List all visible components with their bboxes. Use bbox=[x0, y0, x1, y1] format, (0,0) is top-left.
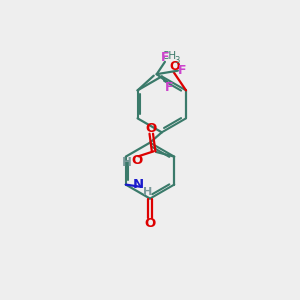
Text: O: O bbox=[146, 122, 157, 135]
Text: H: H bbox=[122, 156, 131, 169]
Text: CH: CH bbox=[162, 51, 177, 61]
Text: H: H bbox=[143, 187, 152, 197]
Text: O: O bbox=[131, 154, 142, 167]
Text: N: N bbox=[133, 178, 144, 191]
Text: O: O bbox=[144, 217, 156, 230]
Text: F: F bbox=[165, 81, 174, 94]
Text: O: O bbox=[169, 60, 180, 73]
Text: F: F bbox=[178, 64, 187, 77]
Text: F: F bbox=[161, 51, 169, 64]
Text: 3: 3 bbox=[175, 56, 180, 65]
